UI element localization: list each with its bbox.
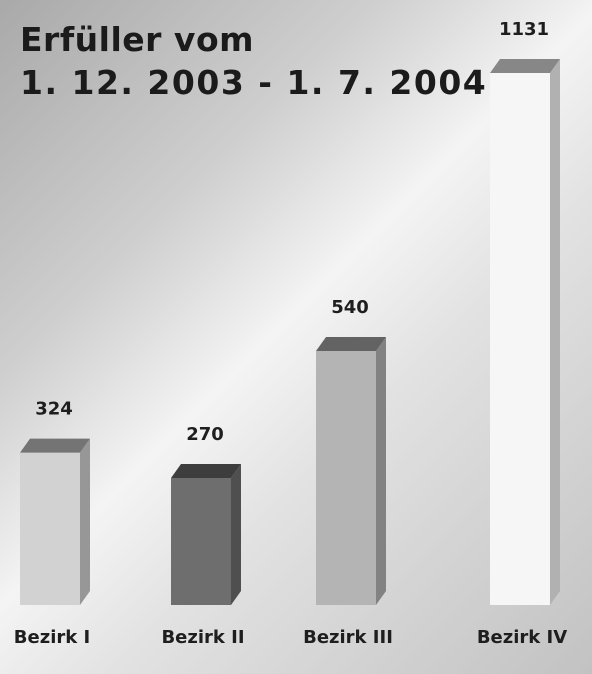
bar-1 (20, 452, 80, 605)
bar-top-2 (171, 463, 241, 478)
bar-group-1 (20, 438, 90, 605)
category-label-1: Bezirk I (14, 627, 90, 648)
bar-side-1 (80, 438, 90, 605)
category-label-3: Bezirk III (303, 627, 393, 648)
chart-title-line1: Erfüller vom (20, 20, 255, 59)
bar-3 (316, 350, 376, 605)
bar-top-3 (316, 336, 386, 351)
data-label-4: 1131 (499, 19, 549, 40)
bar-group-4 (490, 59, 560, 605)
chart-title-line2: 1. 12. 2003 - 1. 7. 2004 (20, 63, 488, 102)
bar-side-4 (550, 59, 560, 605)
bar-side-2 (231, 463, 241, 605)
bar-top-1 (20, 438, 90, 453)
category-label-2: Bezirk II (161, 627, 244, 648)
data-label-1: 324 (35, 399, 73, 420)
bar-group-2 (171, 463, 241, 605)
bar-group-3 (316, 336, 386, 605)
bar-4 (490, 73, 550, 605)
bar-2 (171, 477, 231, 605)
category-label-4: Bezirk IV (477, 627, 567, 648)
bar-side-3 (376, 336, 386, 605)
data-label-2: 270 (186, 424, 224, 445)
data-label-3: 540 (331, 297, 369, 318)
bar-top-4 (490, 59, 560, 73)
